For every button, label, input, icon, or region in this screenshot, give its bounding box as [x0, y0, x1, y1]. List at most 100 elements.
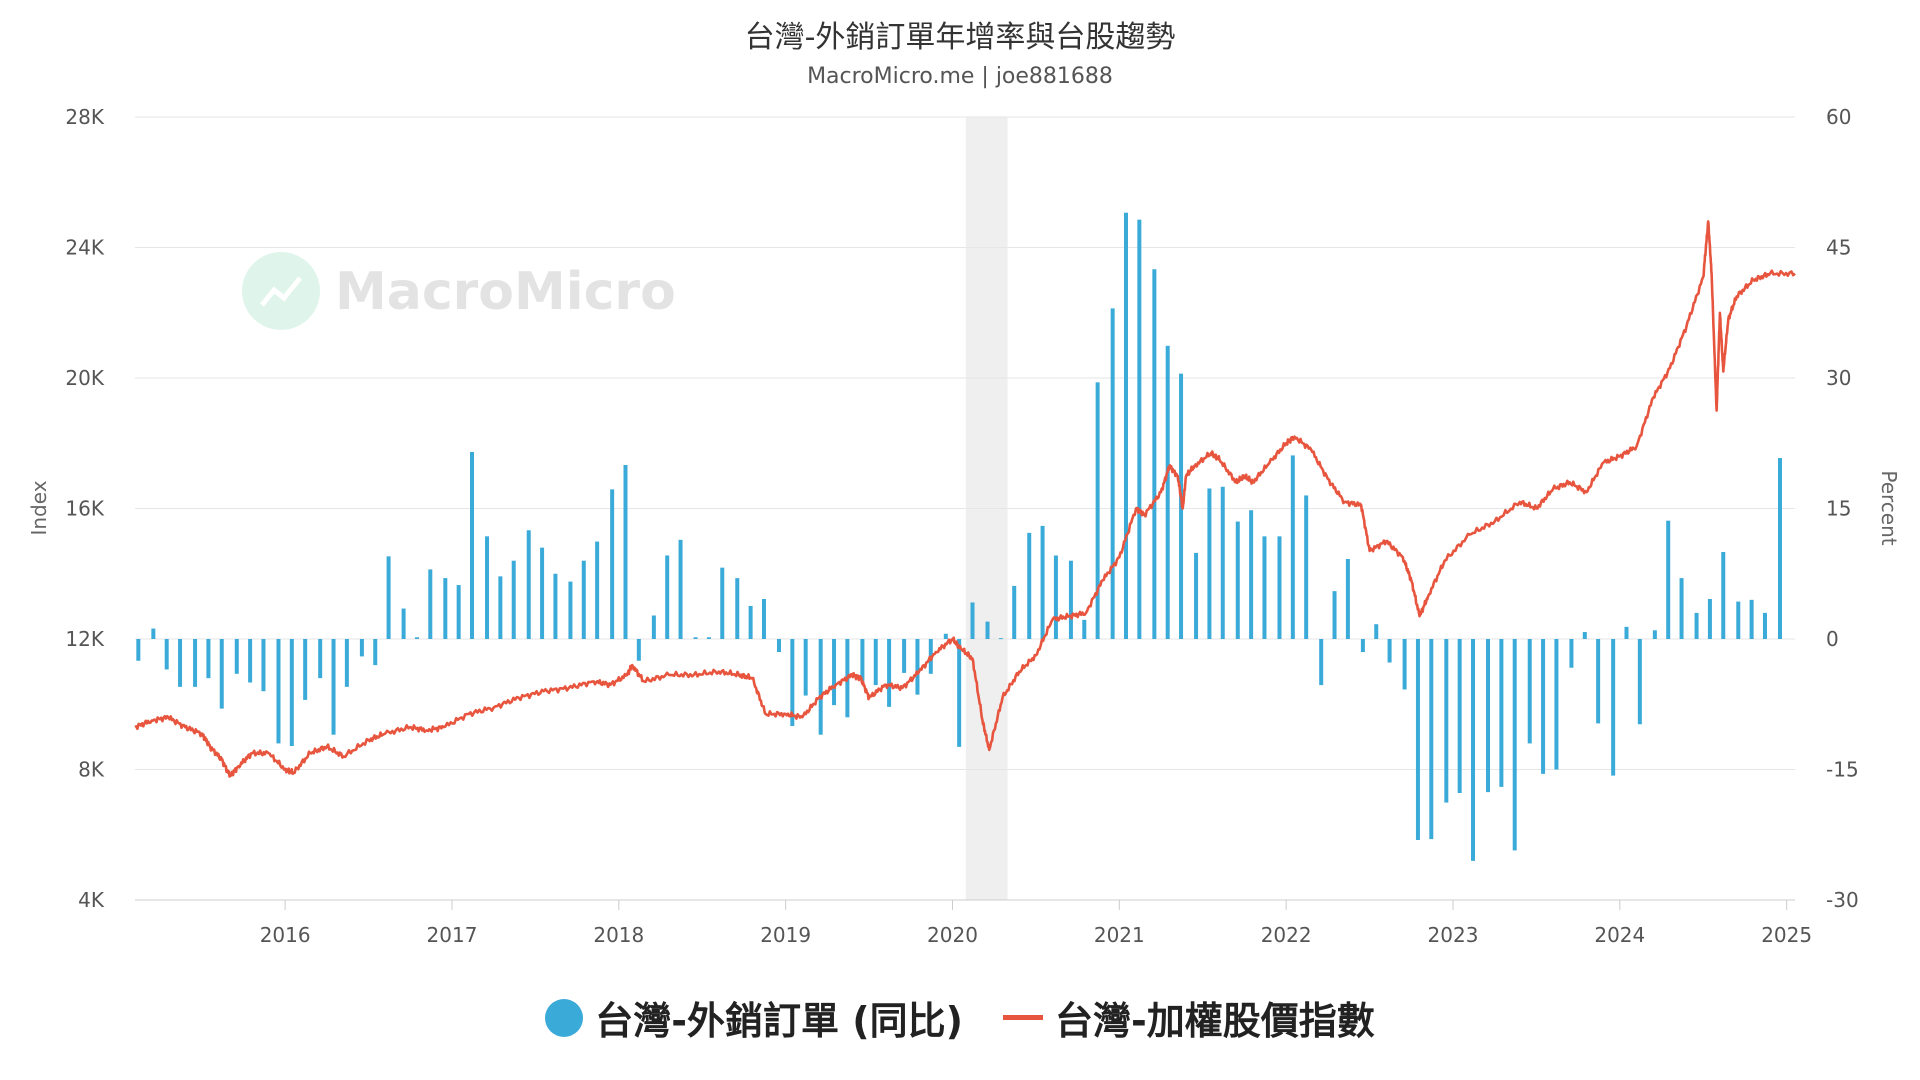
bar[interactable] [1137, 219, 1142, 639]
bar[interactable] [1068, 560, 1073, 639]
bar[interactable] [623, 465, 628, 639]
bar[interactable] [1527, 639, 1532, 744]
bar[interactable] [1415, 639, 1420, 840]
bar[interactable] [1027, 532, 1032, 639]
bar[interactable] [1486, 639, 1491, 793]
bar[interactable] [1471, 639, 1476, 861]
bar[interactable] [1721, 552, 1726, 639]
bar[interactable] [359, 639, 364, 657]
bar[interactable] [164, 639, 169, 670]
bar[interactable] [581, 560, 586, 639]
bar[interactable] [636, 639, 641, 661]
bar[interactable] [1694, 612, 1699, 639]
bar[interactable] [998, 638, 1003, 640]
bar[interactable] [665, 555, 670, 639]
bar[interactable] [206, 639, 211, 679]
bar[interactable] [1624, 626, 1629, 639]
bar[interactable] [276, 639, 281, 744]
bar[interactable] [553, 573, 558, 639]
bar[interactable] [761, 598, 766, 639]
bar[interactable] [1220, 486, 1225, 639]
bar[interactable] [1360, 639, 1365, 653]
bar[interactable] [1262, 536, 1267, 639]
bar[interactable] [1512, 639, 1517, 851]
line-taiex[interactable] [134, 220, 1796, 778]
legend-item-export-orders[interactable]: 台灣-外銷訂單 (同比) [545, 990, 963, 1045]
bar[interactable] [331, 639, 336, 735]
bar[interactable] [1374, 624, 1379, 639]
bar[interactable] [970, 602, 975, 639]
bar[interactable] [1499, 639, 1504, 787]
bar[interactable] [526, 530, 531, 639]
bar[interactable] [1444, 639, 1449, 803]
bar[interactable] [1053, 555, 1058, 639]
bar[interactable] [735, 578, 740, 639]
bar[interactable] [1194, 552, 1199, 639]
bar[interactable] [386, 556, 391, 639]
bar[interactable] [915, 639, 920, 695]
bar[interactable] [318, 639, 323, 679]
bar[interactable] [568, 581, 573, 639]
bar[interactable] [1569, 639, 1574, 668]
bar[interactable] [957, 639, 962, 747]
bar[interactable] [289, 639, 294, 747]
bar[interactable] [1319, 639, 1324, 686]
bar[interactable] [234, 639, 239, 674]
bar[interactable] [1554, 639, 1559, 770]
bar[interactable] [943, 633, 948, 639]
bar[interactable] [373, 639, 378, 666]
bar[interactable] [1123, 212, 1128, 639]
bar[interactable] [401, 608, 406, 639]
bar[interactable] [1749, 599, 1754, 639]
bar[interactable] [985, 621, 990, 639]
bar[interactable] [1332, 591, 1337, 639]
bar[interactable] [1457, 639, 1462, 793]
bar[interactable] [803, 639, 808, 696]
bar[interactable] [1165, 345, 1170, 639]
bar[interactable] [1152, 269, 1157, 639]
bar[interactable] [1110, 308, 1115, 639]
bar[interactable] [1762, 612, 1767, 639]
bar[interactable] [818, 639, 823, 735]
bar[interactable] [485, 536, 490, 639]
bar[interactable] [136, 639, 141, 661]
bar[interactable] [1304, 495, 1309, 639]
bar[interactable] [1666, 520, 1671, 639]
bar[interactable] [1541, 639, 1546, 774]
bar[interactable] [1290, 455, 1295, 639]
bar[interactable] [344, 639, 349, 687]
bar[interactable] [1387, 639, 1392, 663]
bar[interactable] [1652, 630, 1657, 639]
bar[interactable] [1277, 536, 1282, 639]
bar[interactable] [1249, 510, 1254, 639]
bar[interactable] [303, 639, 308, 700]
bar[interactable] [540, 547, 545, 639]
bar[interactable] [1611, 639, 1616, 776]
bar[interactable] [428, 569, 433, 639]
bar[interactable] [511, 560, 516, 639]
bar[interactable] [693, 637, 698, 639]
bar[interactable] [790, 639, 795, 726]
bar[interactable] [1012, 585, 1017, 639]
bar[interactable] [470, 451, 475, 639]
bar[interactable] [1429, 639, 1434, 840]
bar[interactable] [219, 639, 224, 709]
bar[interactable] [1637, 639, 1642, 725]
bar[interactable] [1596, 639, 1601, 724]
bar[interactable] [456, 585, 461, 639]
bar[interactable] [832, 639, 837, 706]
bar[interactable] [1707, 598, 1712, 639]
bar[interactable] [873, 639, 878, 686]
bar[interactable] [860, 639, 865, 681]
bar[interactable] [498, 576, 503, 639]
bar[interactable] [1402, 639, 1407, 690]
bar[interactable] [610, 489, 615, 639]
bar[interactable] [1235, 521, 1240, 639]
bar[interactable] [1679, 578, 1684, 639]
bar[interactable] [595, 541, 600, 639]
bar[interactable] [151, 628, 156, 639]
bar[interactable] [1582, 632, 1587, 639]
bar[interactable] [706, 637, 711, 639]
bar[interactable] [902, 639, 907, 673]
bar[interactable] [248, 639, 253, 683]
